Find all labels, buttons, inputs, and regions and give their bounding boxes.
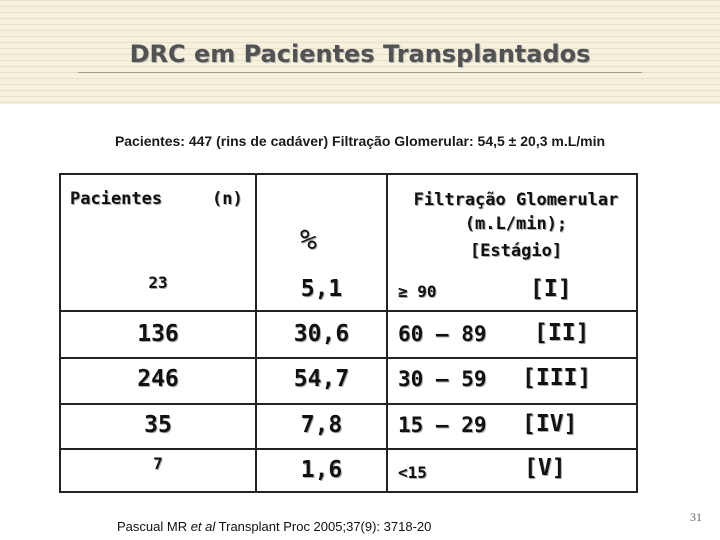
table-column-divider xyxy=(255,173,257,493)
slide-subtitle: Pacientes: 447 (rins de cadáver) Filtraç… xyxy=(114,133,606,149)
row2-gfr: 60 – 89 xyxy=(398,322,487,346)
data-table xyxy=(59,173,638,493)
reference-citation: Pascual MR et al Transplant Proc 2005;37… xyxy=(117,519,431,534)
row3-stage: [III] xyxy=(522,365,592,391)
row5-gfr: <15 xyxy=(398,463,427,482)
row5-percent: 1,6 xyxy=(300,457,343,483)
reference-authors: Pascual MR xyxy=(117,519,191,534)
table-row-divider xyxy=(59,403,638,405)
header-percent: % xyxy=(300,223,317,256)
row2-stage: [II] xyxy=(534,320,590,346)
row3-percent: 54,7 xyxy=(293,366,350,392)
table-column-divider xyxy=(386,173,388,493)
row4-percent: 7,8 xyxy=(300,412,343,438)
row1-stage: [I] xyxy=(530,276,572,302)
reference-etal: et al xyxy=(190,519,216,534)
row3-n: 246 xyxy=(137,366,179,392)
title-divider xyxy=(78,72,642,73)
page-number: 31 xyxy=(690,510,702,524)
header-n: (n) xyxy=(212,189,243,209)
row4-stage: [IV] xyxy=(522,411,578,437)
row4-n: 35 xyxy=(144,412,172,438)
row2-percent: 30,6 xyxy=(293,321,350,347)
header-gfr-line3: [Estágio] xyxy=(469,241,563,261)
row1-n: 23 xyxy=(148,273,168,292)
table-row-divider xyxy=(59,357,638,359)
row5-n: 7 xyxy=(153,454,163,473)
table-row-divider xyxy=(59,310,638,312)
header-gfr-line1: Filtração Glomerular xyxy=(413,190,619,210)
row5-stage: [V] xyxy=(524,455,566,481)
header-patients: Pacientes xyxy=(70,189,163,209)
header-gfr-line2: (m.L/min); xyxy=(464,214,568,234)
slide-title: DRC em Pacientes Transplantados xyxy=(129,40,591,68)
title-band xyxy=(0,0,720,104)
row1-percent: 5,1 xyxy=(300,276,343,302)
reference-source: Transplant Proc 2005;37(9): 3718-20 xyxy=(215,519,432,534)
row3-gfr: 30 – 59 xyxy=(398,367,487,391)
row1-gfr: ≥ 90 xyxy=(398,282,437,301)
table-row-divider xyxy=(59,448,638,450)
row4-gfr: 15 – 29 xyxy=(398,413,487,437)
row2-n: 136 xyxy=(137,321,179,347)
